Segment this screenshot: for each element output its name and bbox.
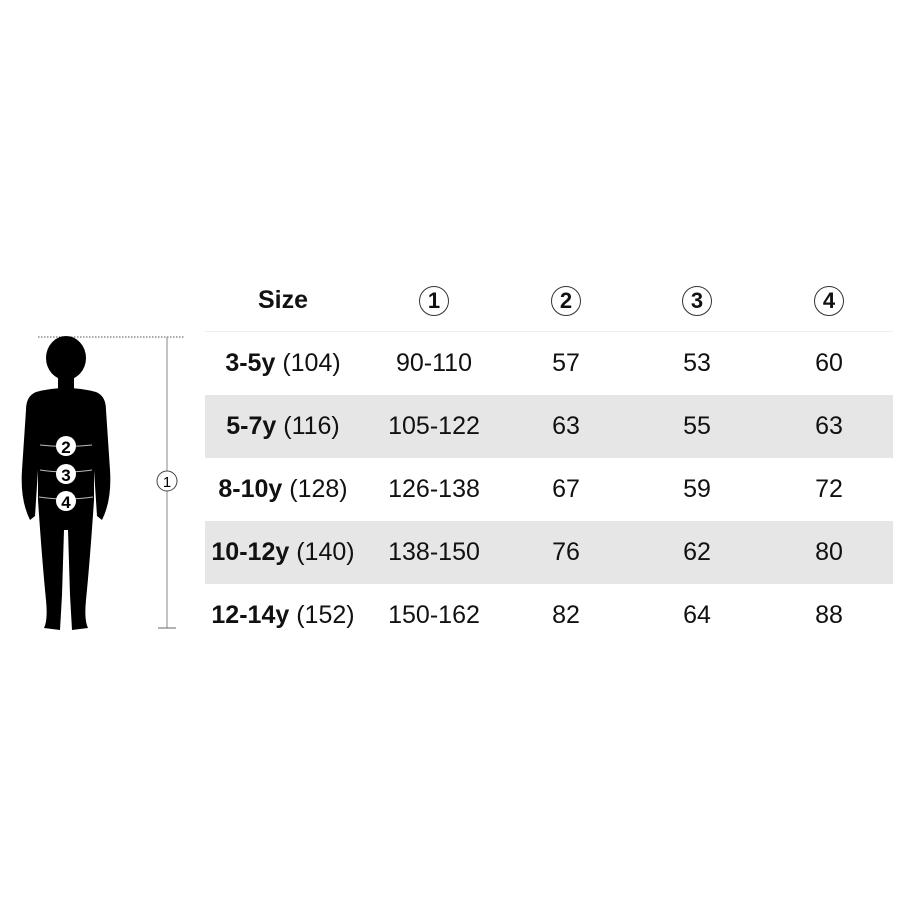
marker-4: 4 bbox=[56, 491, 76, 512]
value-cell-1: 138-150 bbox=[388, 538, 480, 566]
header-col-1: 1 bbox=[419, 270, 449, 331]
value-cell-2: 57 bbox=[552, 349, 580, 377]
value-cell-4: 80 bbox=[815, 538, 843, 566]
table-row: 10-12y (140) 138-150 76 62 80 bbox=[205, 521, 893, 584]
value-cell-3: 55 bbox=[683, 412, 711, 440]
value-cell-4: 60 bbox=[815, 349, 843, 377]
table-header: Size 1 2 3 4 bbox=[205, 270, 893, 332]
value-cell-1: 90-110 bbox=[396, 349, 472, 377]
header-size: Size bbox=[257, 286, 309, 314]
value-cell-2: 63 bbox=[552, 412, 580, 440]
value-cell-2: 76 bbox=[552, 538, 580, 566]
value-cell-1: 150-162 bbox=[388, 601, 480, 629]
size-table: Size 1 2 3 4 3-5y (104) 90-110 57 53 60 5-7y … bbox=[205, 270, 893, 647]
value-cell-3: 53 bbox=[683, 349, 711, 377]
table-row: 8-10y (128) 126-138 67 59 72 bbox=[205, 458, 893, 521]
value-cell-3: 64 bbox=[683, 601, 711, 629]
svg-text:2: 2 bbox=[61, 438, 70, 457]
size-cell: 12-14y (152) bbox=[211, 601, 355, 629]
child-silhouette-figure: 2 3 4 1 bbox=[21, 336, 185, 630]
value-cell-4: 88 bbox=[815, 601, 843, 629]
value-cell-1: 105-122 bbox=[388, 412, 480, 440]
value-cell-2: 82 bbox=[552, 601, 580, 629]
marker-3: 3 bbox=[56, 464, 76, 485]
header-col-2: 2 bbox=[551, 270, 581, 331]
size-cell: 3-5y (104) bbox=[225, 349, 341, 377]
header-col-4: 4 bbox=[814, 270, 844, 331]
header-col-3: 3 bbox=[682, 270, 712, 331]
value-cell-4: 63 bbox=[815, 412, 843, 440]
svg-text:4: 4 bbox=[61, 493, 71, 512]
size-cell: 8-10y (128) bbox=[218, 475, 348, 503]
value-cell-2: 67 bbox=[552, 475, 580, 503]
value-cell-4: 72 bbox=[815, 475, 843, 503]
size-cell: 10-12y (140) bbox=[211, 538, 355, 566]
table-row: 5-7y (116) 105-122 63 55 63 bbox=[205, 395, 893, 458]
marker-2: 2 bbox=[56, 436, 76, 457]
value-cell-3: 59 bbox=[683, 475, 711, 503]
svg-text:1: 1 bbox=[163, 474, 171, 491]
value-cell-3: 62 bbox=[683, 538, 711, 566]
svg-text:3: 3 bbox=[61, 466, 70, 485]
height-marker-1: 1 bbox=[156, 470, 178, 492]
table-row: 3-5y (104) 90-110 57 53 60 bbox=[205, 332, 893, 395]
table-row: 12-14y (152) 150-162 82 64 88 bbox=[205, 584, 893, 647]
value-cell-1: 126-138 bbox=[388, 475, 480, 503]
size-cell: 5-7y (116) bbox=[226, 412, 340, 440]
